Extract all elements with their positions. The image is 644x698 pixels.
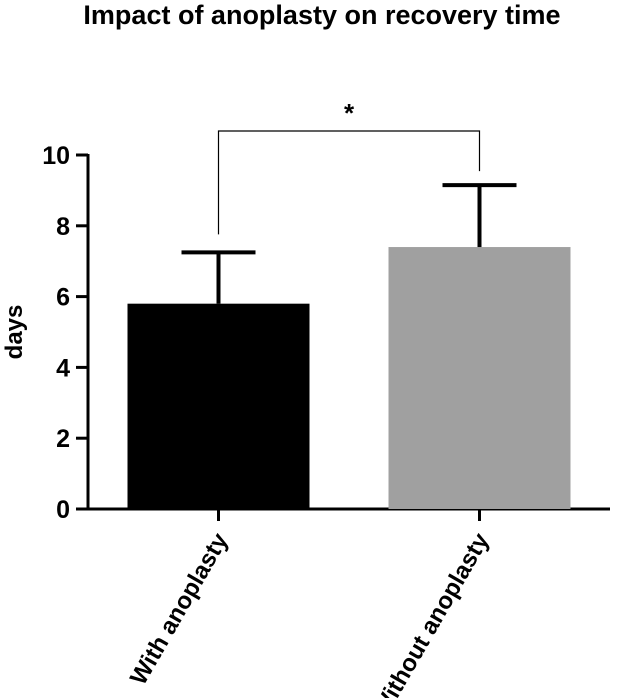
y-tick-label: 10 (42, 142, 70, 170)
y-tick-label: 0 (56, 496, 70, 524)
y-tick-label: 4 (56, 354, 70, 382)
x-axis-ticks: With anoplasty Without anoplasty (125, 509, 495, 698)
chart-title: Impact of anoplasty on recovery time (83, 0, 561, 30)
y-axis-ticks: 0 2 4 6 8 10 (42, 142, 88, 524)
bar (388, 247, 571, 510)
significance-marker: * (344, 98, 355, 128)
y-tick-label: 6 (56, 284, 70, 312)
bar (127, 303, 310, 509)
y-tick-label: 2 (56, 425, 70, 453)
bars (127, 183, 571, 510)
significance-bracket: * (217, 98, 481, 235)
y-tick-label: 8 (56, 213, 70, 241)
significance-line (217, 130, 481, 235)
x-tick-label: With anoplasty (125, 528, 234, 690)
y-axis-label: days (1, 305, 28, 360)
x-tick-label: Without anoplasty (367, 528, 495, 698)
